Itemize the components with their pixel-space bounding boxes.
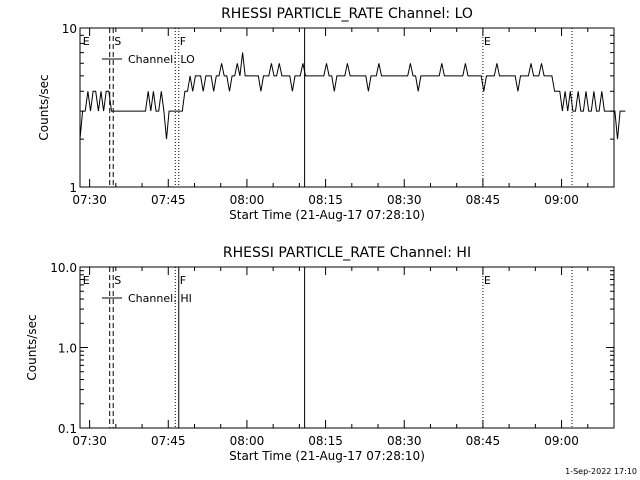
event-marker-label: S (114, 274, 121, 287)
x-tick-label: 08:45 (466, 193, 501, 207)
event-marker-label: F (180, 35, 186, 48)
x-tick-label: 08:15 (308, 193, 343, 207)
x-axis-label: Start Time (21-Aug-17 07:28:10) (229, 449, 425, 463)
x-tick-label: 08:30 (387, 434, 422, 448)
x-tick-label: 07:30 (72, 193, 107, 207)
event-marker-label: F (180, 274, 186, 287)
x-tick-label: 09:00 (544, 193, 579, 207)
hi-channel-panel: RHESSI PARTICLE_RATE Channel: HI 0.1 1.0 10… (25, 245, 615, 463)
x-tick-label: 07:45 (151, 434, 186, 448)
y-tick-label: 1.0 (58, 342, 77, 356)
legend-label: Channel: HI (128, 292, 192, 305)
date-stamp: 1-Sep-2022 17:10 (565, 467, 637, 476)
y-tick-label: 10.0 (50, 261, 77, 275)
event-marker-label: E (484, 274, 491, 287)
chart-title: RHESSI PARTICLE_RATE Channel: HI (223, 245, 471, 261)
lo-channel-panel: RHESSI PARTICLE_RATE Channel: LO 1 10 Count… (37, 6, 626, 222)
x-tick-label: 08:00 (230, 434, 265, 448)
x-tick-label: 09:00 (544, 434, 579, 448)
x-tick-label: 07:45 (151, 193, 186, 207)
chart-title: RHESSI PARTICLE_RATE Channel: LO (221, 6, 473, 22)
data-series-line (79, 52, 626, 140)
x-tick-label: 08:45 (466, 434, 501, 448)
plot-frame (79, 27, 615, 188)
x-tick-label: 08:00 (230, 193, 265, 207)
y-tick-label: 1 (69, 181, 77, 195)
x-axis-label: Start Time (21-Aug-17 07:28:10) (229, 208, 425, 222)
x-tick-label: 08:15 (308, 434, 343, 448)
y-axis-label: Counts/sec (25, 314, 39, 380)
legend-label: Channel: LO (128, 53, 195, 66)
event-marker-label: E (83, 35, 90, 48)
x-tick-label: 08:30 (387, 193, 422, 207)
event-marker-label: E (83, 274, 90, 287)
event-marker-label: S (114, 35, 121, 48)
x-tick-label: 07:30 (72, 434, 107, 448)
y-axis-label: Counts/sec (37, 74, 51, 140)
y-tick-label: 0.1 (58, 422, 77, 436)
event-marker-label: E (484, 35, 491, 48)
y-tick-label: 10 (62, 22, 77, 36)
